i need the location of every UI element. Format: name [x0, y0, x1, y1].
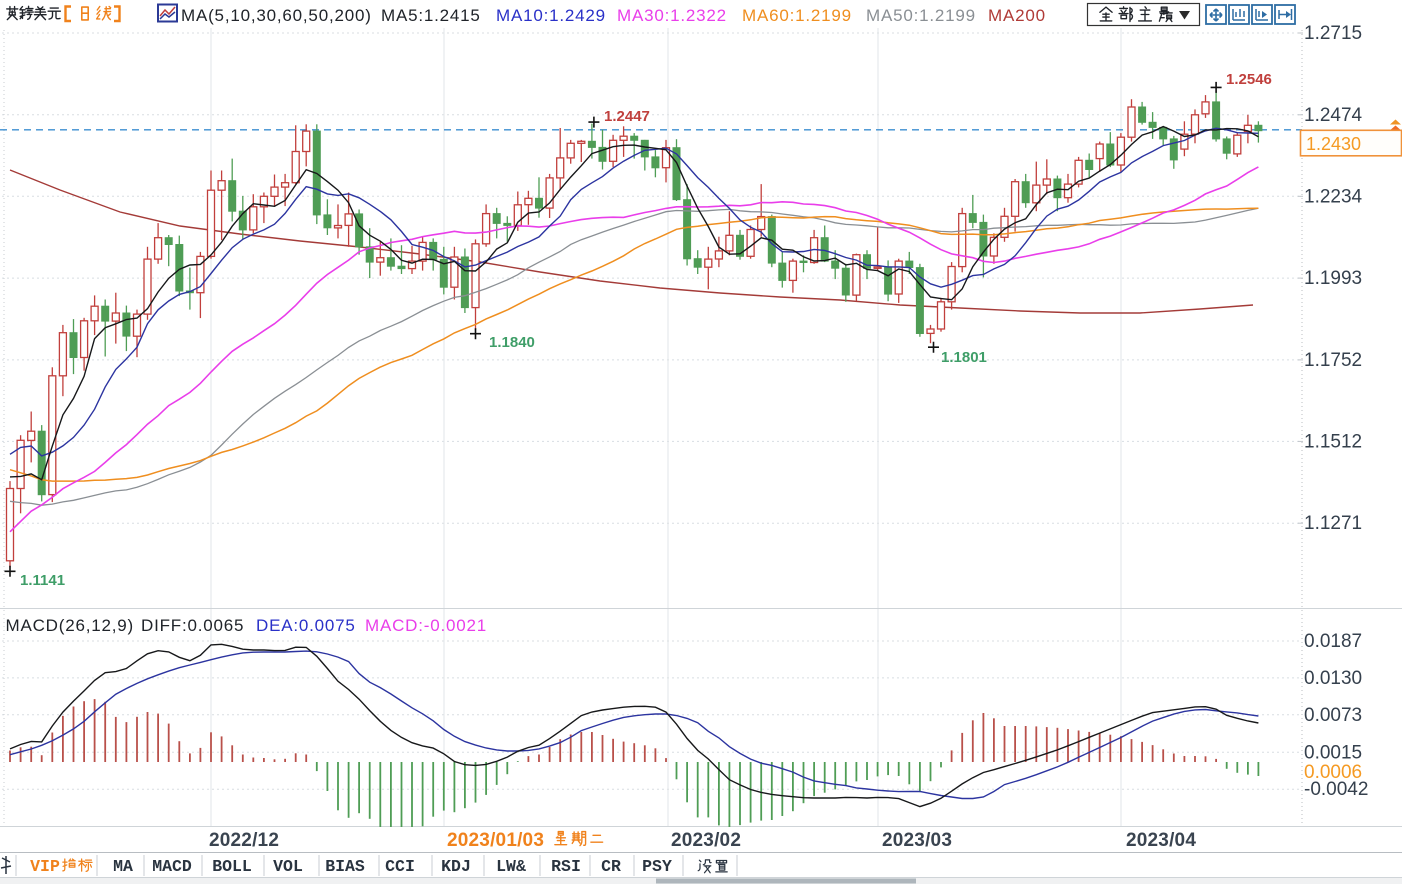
svg-text:CR: CR	[601, 857, 621, 876]
svg-text:MA30:1.2322: MA30:1.2322	[617, 6, 727, 25]
svg-text:2023/04: 2023/04	[1126, 830, 1196, 851]
svg-text:1.1993: 1.1993	[1304, 268, 1362, 289]
svg-text:1.2447: 1.2447	[604, 108, 650, 125]
svg-text:0.0130: 0.0130	[1304, 668, 1362, 689]
svg-text:BOLL: BOLL	[212, 857, 252, 876]
svg-text:MA10:1.2429: MA10:1.2429	[496, 6, 606, 25]
svg-text:1.2474: 1.2474	[1304, 105, 1363, 126]
svg-text:-0.0042: -0.0042	[1304, 779, 1368, 800]
svg-text:KDJ: KDJ	[441, 857, 471, 876]
svg-text:1.1840: 1.1840	[489, 334, 535, 351]
svg-text:0.0187: 0.0187	[1304, 631, 1362, 652]
svg-text:2022/12: 2022/12	[209, 830, 279, 851]
svg-text:1.1801: 1.1801	[941, 349, 987, 366]
svg-text:1.1141: 1.1141	[20, 572, 65, 589]
svg-text:BIAS: BIAS	[325, 857, 365, 876]
svg-text:1.1752: 1.1752	[1304, 350, 1362, 371]
svg-text:1.2546: 1.2546	[1226, 71, 1272, 88]
svg-text:RSI: RSI	[551, 857, 581, 876]
svg-text:MA: MA	[113, 857, 133, 876]
svg-text:1.2715: 1.2715	[1304, 23, 1362, 44]
svg-text:MA200: MA200	[988, 6, 1046, 25]
svg-text:1.1271: 1.1271	[1304, 513, 1362, 534]
svg-text:MA50:1.2199: MA50:1.2199	[866, 6, 976, 25]
svg-text:2023/02: 2023/02	[671, 830, 741, 851]
svg-text:1.1512: 1.1512	[1304, 431, 1362, 452]
svg-text:PSY: PSY	[642, 857, 672, 876]
svg-text:VOL: VOL	[273, 857, 303, 876]
svg-text:VIP: VIP	[30, 857, 60, 876]
svg-text:CCI: CCI	[385, 857, 415, 876]
svg-text:0.0015: 0.0015	[1304, 742, 1362, 763]
svg-text:1.2234: 1.2234	[1304, 186, 1363, 207]
svg-text:MA(5,10,30,60,50,200): MA(5,10,30,60,50,200)	[181, 6, 372, 25]
svg-text:MA5:1.2415: MA5:1.2415	[381, 6, 481, 25]
svg-text:DIFF:0.0065: DIFF:0.0065	[141, 616, 244, 635]
svg-text:1.2430: 1.2430	[1306, 134, 1361, 154]
svg-text:2023/01/03: 2023/01/03	[447, 830, 544, 851]
svg-text:0.0006: 0.0006	[1304, 762, 1362, 783]
svg-text:2023/03: 2023/03	[882, 830, 952, 851]
svg-text:MACD(26,12,9): MACD(26,12,9)	[6, 616, 135, 635]
svg-text:MACD:-0.0021: MACD:-0.0021	[365, 616, 487, 635]
svg-text:0.0073: 0.0073	[1304, 705, 1362, 726]
svg-text:MA60:1.2199: MA60:1.2199	[742, 6, 852, 25]
svg-text:DEA:0.0075: DEA:0.0075	[256, 616, 356, 635]
svg-text:MACD: MACD	[152, 857, 192, 876]
svg-text:LW&: LW&	[496, 857, 526, 876]
